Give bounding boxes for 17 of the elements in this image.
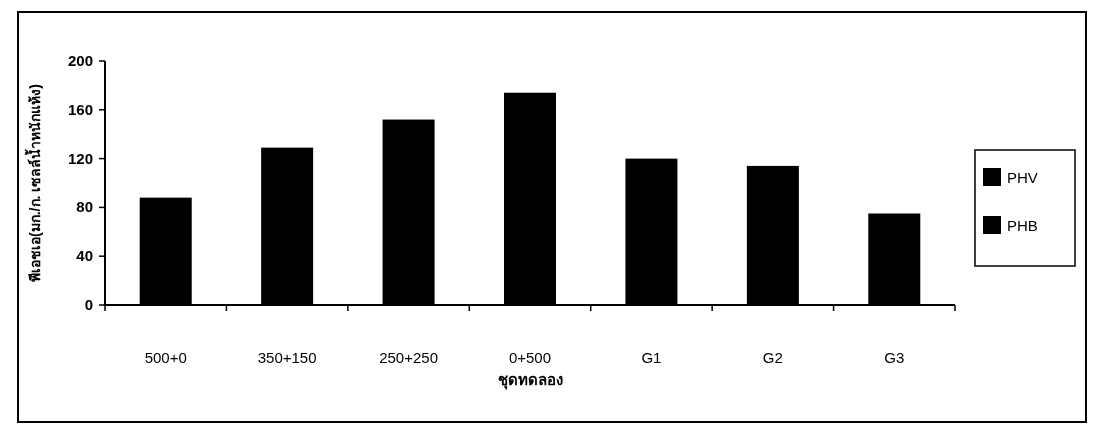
- x-axis-title: ชุดทดลอง: [497, 371, 563, 390]
- y-tick-label: 0: [84, 296, 93, 313]
- legend-label: PHV: [1007, 169, 1038, 186]
- y-tick-label: 200: [67, 52, 93, 69]
- x-tick-label: G3: [884, 349, 905, 366]
- x-tick-label: 0+500: [508, 349, 552, 366]
- x-tick-label: 250+250: [379, 349, 438, 366]
- legend-label: PHB: [1007, 217, 1038, 234]
- x-tick-label: G1: [641, 349, 662, 366]
- x-tick-label: 350+150: [257, 349, 317, 366]
- y-tick-label: 40: [76, 247, 93, 265]
- x-tick-label: 500+0: [144, 349, 187, 366]
- y-tick-label: 120: [67, 149, 93, 167]
- y-tick-label: 160: [67, 100, 93, 118]
- y-axis-title: พีเอชเอ(มก./ก. เซลล์น้ำหนักแห้ง): [24, 84, 43, 282]
- y-tick-label: 80: [76, 198, 93, 216]
- x-tick-label: G2: [762, 349, 783, 366]
